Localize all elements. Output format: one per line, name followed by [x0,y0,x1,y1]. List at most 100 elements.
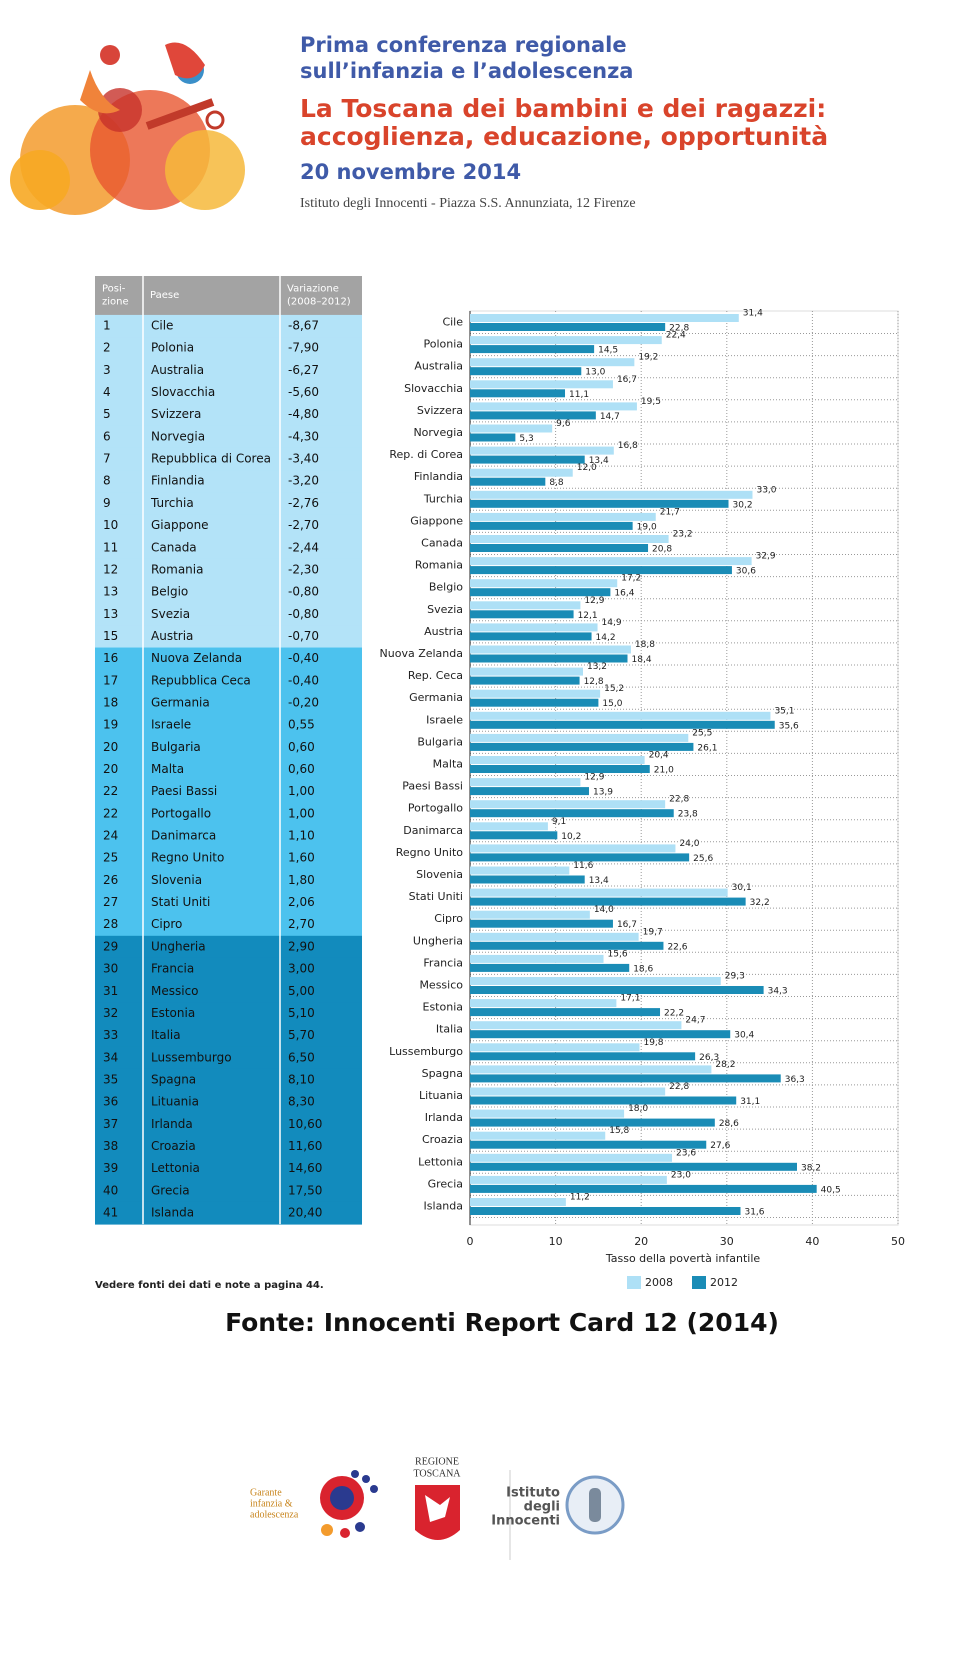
table-cell: 8,10 [288,1072,315,1086]
bar [470,1087,666,1096]
table-cell: -2,70 [288,518,319,532]
table-cell: -5,60 [288,385,319,399]
data-label: 11,6 [573,861,593,871]
y-tick-label: Norvegia [413,426,463,439]
bar [470,433,516,442]
data-label: 13,4 [589,876,609,886]
data-label: 14,0 [594,905,614,915]
bar [470,535,669,543]
bar [470,977,721,985]
y-tick-label: Austria [424,625,463,638]
data-label: 18,4 [632,655,652,665]
data-label: 8,8 [549,478,564,488]
title-line: La Toscana dei bambini e dei ragazzi: [300,94,826,123]
table-row [95,1024,362,1048]
title-line: accoglienza, educazione, opportunità [300,122,828,151]
bar [470,676,580,685]
table-row [95,1179,362,1203]
table-row [95,647,362,671]
bar [470,809,674,818]
data-label: 16,7 [617,375,637,385]
bar [470,1074,781,1083]
legend-label: 2012 [710,1276,738,1289]
table-cell: 36 [103,1095,118,1109]
data-label: 28,2 [715,1060,735,1070]
bar [470,822,548,831]
bar [470,941,664,950]
table-cell: 20 [103,762,118,776]
data-label: 35,1 [774,706,794,716]
data-label: 32,2 [750,898,770,908]
y-tick-label: Slovenia [416,868,463,881]
x-axis-label: Tasso della povertà infantile [605,1252,761,1265]
bar [470,1153,673,1162]
table-cell: 11 [103,540,118,554]
x-tick-label: 10 [549,1235,563,1248]
y-tick-label: Cipro [434,912,463,925]
table-cell: 0,55 [288,718,315,732]
table-row [95,492,362,515]
data-label: 20,4 [649,751,669,761]
bar [470,632,592,641]
bar [470,455,585,464]
bar [470,1207,741,1215]
bar [470,910,590,919]
logo-text: REGIONE [415,1456,459,1467]
data-label: 11,2 [570,1193,590,1203]
logo-text: degli [524,1500,560,1515]
bar [470,336,662,345]
table-cell: 27 [103,895,118,909]
table-row [95,536,362,560]
table-cell: 11,60 [288,1139,322,1153]
data-label: 30,1 [732,883,752,893]
table-cell: 6 [103,429,111,443]
bar [470,698,599,707]
table-cell: 8 [103,474,111,488]
data-label: 27,6 [710,1141,730,1151]
y-tick-label: Estonia [423,1001,464,1014]
table-cell: Francia [151,962,194,976]
bar [470,654,628,663]
y-tick-label: Italia [436,1023,463,1036]
bar [470,1140,707,1149]
bar [470,986,764,994]
table-row [95,1201,362,1225]
table-row [95,1046,362,1070]
table-cell: -7,90 [288,341,319,355]
table-cell: -3,20 [288,474,319,488]
bar [470,314,739,322]
data-label: 26,1 [697,743,717,753]
data-label: 19,0 [637,522,657,532]
data-label: 23,8 [678,810,698,820]
legend-label: 2008 [645,1276,673,1289]
table-cell: 10 [103,518,118,532]
bar [470,888,728,897]
table-cell: 32 [103,1006,118,1020]
logo-text: Garante [250,1487,282,1498]
data-label: 24,0 [679,839,699,849]
bar [470,367,582,376]
table-cell: Svizzera [151,407,201,421]
bar [470,1096,737,1105]
data-label: 10,2 [561,832,581,842]
table-cell: 20 [103,740,118,754]
title-line: Prima conferenza regionale [300,33,627,57]
table-cell: 18 [103,695,118,709]
bar [470,380,613,389]
y-tick-label: Nuova Zelanda [380,647,463,660]
data-label: 22,8 [669,1082,689,1092]
table-cell: 6,50 [288,1050,315,1064]
data-label: 21,7 [660,507,680,517]
table-cell: 25 [103,851,118,865]
venue: Istituto degli Innocenti - Piazza S.S. A… [300,196,636,211]
table-row [95,337,362,360]
y-tick-label: Lettonia [418,1155,463,1168]
bar [470,778,581,787]
data-label: 13,9 [593,788,613,798]
table-row [95,802,362,826]
bar [470,499,729,508]
y-tick-label: Paesi Bassi [402,780,463,793]
table-cell: 39 [103,1161,118,1175]
table-cell: 29 [103,939,118,953]
data-label: 35,6 [779,721,799,731]
